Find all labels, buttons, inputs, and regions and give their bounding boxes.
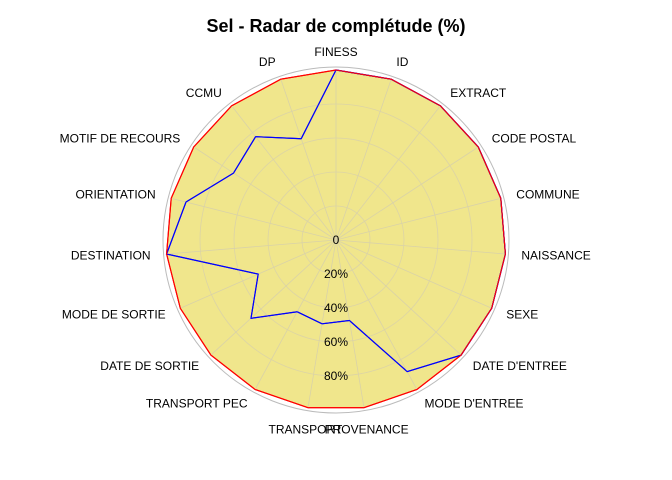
spoke	[335, 239, 365, 408]
category-label: FINESS	[314, 45, 357, 59]
grid-ring-overlay	[301, 205, 371, 275]
category-label: SEXE	[506, 308, 538, 322]
category-label: ORIENTATION	[75, 187, 155, 201]
grid-ring-overlay	[233, 137, 439, 343]
radial-tick-label: 40%	[324, 301, 348, 315]
chart-title: Sel - Radar de complétude (%)	[206, 16, 466, 36]
category-label: COMMUNE	[516, 187, 579, 201]
radial-tick-label: 0	[333, 233, 340, 247]
spoke	[335, 239, 506, 255]
spoke	[254, 239, 337, 390]
category-label: MODE D'ENTREE	[425, 397, 524, 411]
grid-ring-overlay	[199, 103, 473, 377]
spoke	[210, 239, 337, 356]
category-label: TRANSPORT	[269, 423, 343, 437]
category-label: PROVENANCE	[325, 423, 409, 437]
category-label: CCMU	[186, 86, 222, 100]
category-label: DP	[259, 55, 276, 69]
radial-tick-label: 20%	[324, 267, 348, 281]
spoke	[171, 197, 337, 241]
spoke	[335, 197, 501, 241]
spoke	[231, 105, 337, 241]
series-reference-outline	[166, 69, 506, 409]
category-label: CODE POSTAL	[492, 131, 577, 145]
spoke	[335, 239, 492, 309]
radial-tick-label: 60%	[324, 335, 348, 349]
category-label: NAISSANCE	[521, 248, 590, 262]
category-label: ID	[396, 55, 408, 69]
spoke	[335, 79, 392, 241]
spoke	[335, 146, 479, 241]
radial-tick-label: 80%	[324, 369, 348, 383]
category-label: MODE DE SORTIE	[62, 308, 166, 322]
category-label: MOTIF DE RECOURS	[60, 131, 181, 145]
spoke	[280, 79, 337, 241]
spoke	[193, 146, 337, 241]
grid-ring-overlay	[267, 171, 405, 309]
category-label: EXTRACT	[450, 86, 507, 100]
category-label: DATE DE SORTIE	[100, 359, 199, 373]
category-label: DESTINATION	[71, 248, 151, 262]
spoke	[335, 239, 418, 390]
spoke	[335, 105, 441, 241]
spoke	[335, 239, 462, 356]
category-label: DATE D'ENTREE	[473, 359, 567, 373]
spoke	[166, 239, 337, 255]
category-label: TRANSPORT PEC	[146, 397, 248, 411]
max-ring	[162, 66, 510, 414]
